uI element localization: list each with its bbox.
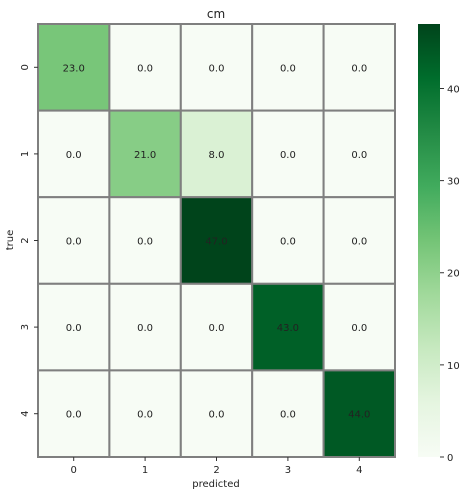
cell-value-label: 0.0 [209,323,225,334]
cell-value-label: 0.0 [137,410,153,421]
x-tick-label: 2 [213,465,219,476]
colorbar-tick-label: 0 [447,453,453,464]
heatmap-cells: 23.0 0.0 0.0 0.0 0.0 0.0 21.0 8.0 0.0 0.0 0.0 0.0 47… [37,23,397,458]
colorbar-tick-label: 10 [447,361,460,372]
colorbar-gradient [418,24,440,457]
cell-value-label: 0.0 [66,323,82,334]
y-tick-label: 0 [20,64,31,70]
cell-value-label: 0.0 [280,150,296,161]
heatmap-cell [179,282,254,372]
y-tick-label: 2 [20,237,31,243]
cell-value-label: 47.0 [205,237,227,248]
heatmap-cell [179,369,254,458]
x-axis: 0 1 2 3 4 [71,457,362,476]
heatmap-cell [108,196,182,285]
y-tick-label: 3 [20,324,31,330]
cell-value-label: 43.0 [277,323,299,334]
colorbar-tick-label: 20 [447,269,460,280]
cell-value-label: 0.0 [351,323,367,334]
heatmap-cell [108,23,182,112]
colorbar-tick-label: 30 [447,177,460,188]
cell-value-label: 0.0 [280,63,296,74]
chart-title: cm [207,7,225,21]
colorbar-tick-label: 40 [447,84,460,95]
cell-value-label: 0.0 [351,150,367,161]
cell-value-label: 0.0 [66,150,82,161]
cell-value-label: 44.0 [348,410,370,421]
heatmap-cell [37,369,111,458]
heatmap-cell [108,282,182,372]
y-axis-label: true [5,230,16,251]
x-axis-label: predicted [192,479,239,490]
cell-value-label: 0.0 [351,63,367,74]
cell-value-label: 21.0 [134,150,156,161]
cell-value-label: 0.0 [280,410,296,421]
cell-value-label: 0.0 [137,237,153,248]
cell-value-label: 0.0 [137,323,153,334]
cell-value-label: 0.0 [280,237,296,248]
heatmap-cell [251,282,325,372]
cell-value-label: 0.0 [66,237,82,248]
cell-value-label: 8.0 [209,150,225,161]
x-tick-label: 3 [285,465,291,476]
heatmap-cell [108,369,182,458]
heatmap-cell [179,109,254,199]
heatmap-cell [322,109,397,199]
cell-value-label: 0.0 [209,63,225,74]
cell-value-label: 0.0 [209,410,225,421]
y-tick-label: 4 [20,411,31,417]
y-tick-label: 1 [20,151,31,157]
x-tick-label: 4 [356,465,362,476]
y-axis: 0 1 2 3 4 [20,64,38,417]
heatmap-cell [322,282,397,372]
cell-value-label: 23.0 [63,63,85,74]
x-tick-label: 1 [142,465,148,476]
cell-value-label: 0.0 [351,237,367,248]
cell-value-label: 0.0 [137,63,153,74]
x-tick-label: 0 [71,465,77,476]
cell-value-label: 0.0 [66,410,82,421]
colorbar: 0 10 20 30 40 [418,24,460,464]
heatmap-cell [251,196,325,285]
